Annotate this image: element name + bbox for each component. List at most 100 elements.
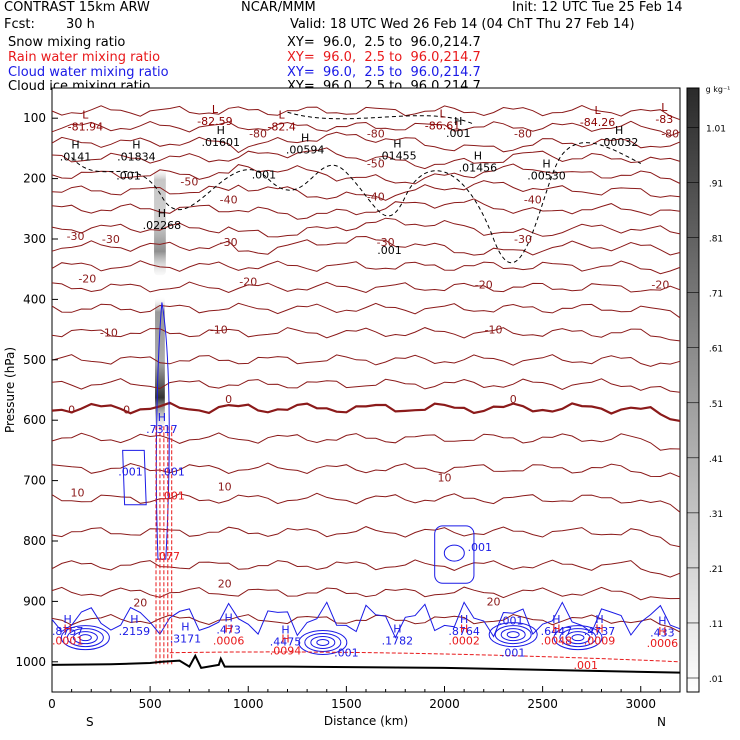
x-tick-label: 0: [48, 697, 56, 711]
extremum-marker: H: [64, 622, 72, 635]
extremum-marker: H: [460, 613, 468, 626]
extremum-value: .433: [650, 627, 675, 640]
cloud-water-contour: [122, 449, 147, 506]
contour-label: .001: [252, 168, 277, 181]
isotherm-label: 0: [68, 403, 75, 416]
x-axis-label: Distance (km): [324, 714, 408, 728]
extremum-value: .01456: [459, 162, 498, 175]
extremum-value: .0141: [60, 151, 92, 164]
isotherm-label: 10: [218, 481, 232, 494]
isotherm-line: [51, 354, 681, 367]
isotherm-label: 0: [123, 403, 130, 416]
extremum-marker: H: [552, 622, 560, 635]
contour-label: .001: [574, 659, 599, 672]
extremum-marker: H: [474, 150, 482, 163]
cloud-ice-contour: [71, 142, 641, 263]
extremum-marker: H: [224, 622, 232, 635]
isotherm-label: -30: [377, 236, 395, 249]
colorbar-tick-label: .91: [709, 180, 723, 190]
extremum-value: .01834: [117, 151, 156, 164]
extremum-marker: H: [595, 622, 603, 635]
extremum-marker: H: [64, 613, 72, 626]
x-tick-label: 3000: [625, 697, 656, 711]
isotherm-label: -20: [78, 272, 96, 285]
isotherm-label: -30: [67, 230, 85, 243]
rain-water-contour: [169, 651, 681, 663]
extremum-value: .0094: [270, 645, 302, 658]
colorbar-tick-label: .01: [709, 675, 723, 685]
extremum-value: .8764: [448, 625, 480, 638]
extremum-value: .001: [446, 127, 471, 140]
contour-label: .001: [334, 647, 359, 660]
isotherm-label: -80: [661, 127, 679, 140]
field-snow-name: Snow mixing ratio: [8, 35, 126, 50]
cloud-ice-contour: [287, 111, 475, 125]
isotherm-line: [51, 120, 681, 137]
extremum-value: -82.59: [197, 115, 232, 128]
extremum-value: .2159: [119, 625, 151, 638]
contour-label: .001: [499, 615, 524, 628]
isotherm-label: -50: [180, 176, 198, 189]
isotherm-line: [51, 378, 681, 393]
isotherm-label: -80: [514, 127, 532, 140]
extremum-value: -81.94: [68, 120, 103, 133]
x-tick-label: 500: [139, 697, 162, 711]
colorbar: [686, 87, 700, 693]
isotherm-label: 20: [487, 595, 501, 608]
extremum-value: -86.61: [425, 119, 460, 132]
colorbar-tick-label: .51: [709, 400, 723, 410]
extremum-marker: H: [224, 612, 232, 625]
cloud-water-contour: [488, 622, 538, 648]
cloud-water-contour: [60, 625, 110, 651]
extremum-value: -82.4: [267, 120, 295, 133]
y-tick-label: 100: [23, 111, 46, 125]
isotherm-line: [51, 302, 681, 319]
cloud-water-contour: [434, 525, 475, 584]
extremum-marker: L: [82, 108, 89, 121]
contour-label: .001: [501, 647, 526, 660]
valid-time: Valid: 18 UTC Wed 26 Feb 14 (04 ChT Thu …: [290, 17, 635, 32]
extremum-marker: L: [661, 101, 668, 114]
extremum-marker: H: [552, 613, 560, 626]
cloud-water-contour: [553, 625, 603, 651]
terrain-line: [51, 653, 681, 674]
isotherm-label: -40: [524, 194, 542, 207]
isotherm-line: [51, 104, 681, 121]
extremum-value: .0002: [448, 634, 480, 647]
isotherm-label: -40: [220, 194, 238, 207]
colorbar-tick-label: .61: [709, 345, 723, 355]
isotherm-line: [51, 217, 681, 238]
contour-label: .001: [468, 541, 493, 554]
x-tick-label: 1500: [331, 697, 362, 711]
isotherm-label: -20: [475, 278, 493, 291]
y-tick-label: 1000: [15, 655, 46, 669]
extremum-marker: H: [658, 615, 666, 628]
extremum-value: .02268: [143, 219, 182, 232]
isotherm-label: 0: [510, 393, 517, 406]
contour-label: .001: [160, 466, 185, 479]
cloud-water-contour: [310, 635, 336, 649]
colorbar-unit: g kg⁻¹: [706, 85, 731, 94]
forecast-label: Fcst:: [4, 17, 35, 32]
extremum-value: .00530: [527, 169, 566, 182]
isotherm-line: [51, 260, 681, 275]
y-tick-label: 300: [23, 232, 46, 246]
isotherm-line: [51, 147, 681, 170]
isotherm-label: -10: [485, 324, 503, 337]
contour-label: .001: [116, 170, 141, 183]
isotherm-label: 0: [225, 393, 232, 406]
isotherm-label: -80: [249, 127, 267, 140]
contour-label: .001: [377, 244, 402, 257]
cloud-water-contour: [78, 634, 92, 642]
isotherm-line: [51, 281, 681, 294]
cloud-water-contour: [565, 631, 591, 645]
colorbar-tick-label: .21: [709, 565, 723, 575]
isotherm-label: -30: [220, 236, 238, 249]
extremum-marker: H: [454, 115, 462, 128]
isotherm-line: [51, 180, 681, 201]
isotherm-line: [51, 613, 681, 633]
extremum-marker: H: [130, 613, 138, 626]
isotherm-label: 10: [71, 487, 85, 500]
cloud-water-contour: [72, 631, 98, 645]
